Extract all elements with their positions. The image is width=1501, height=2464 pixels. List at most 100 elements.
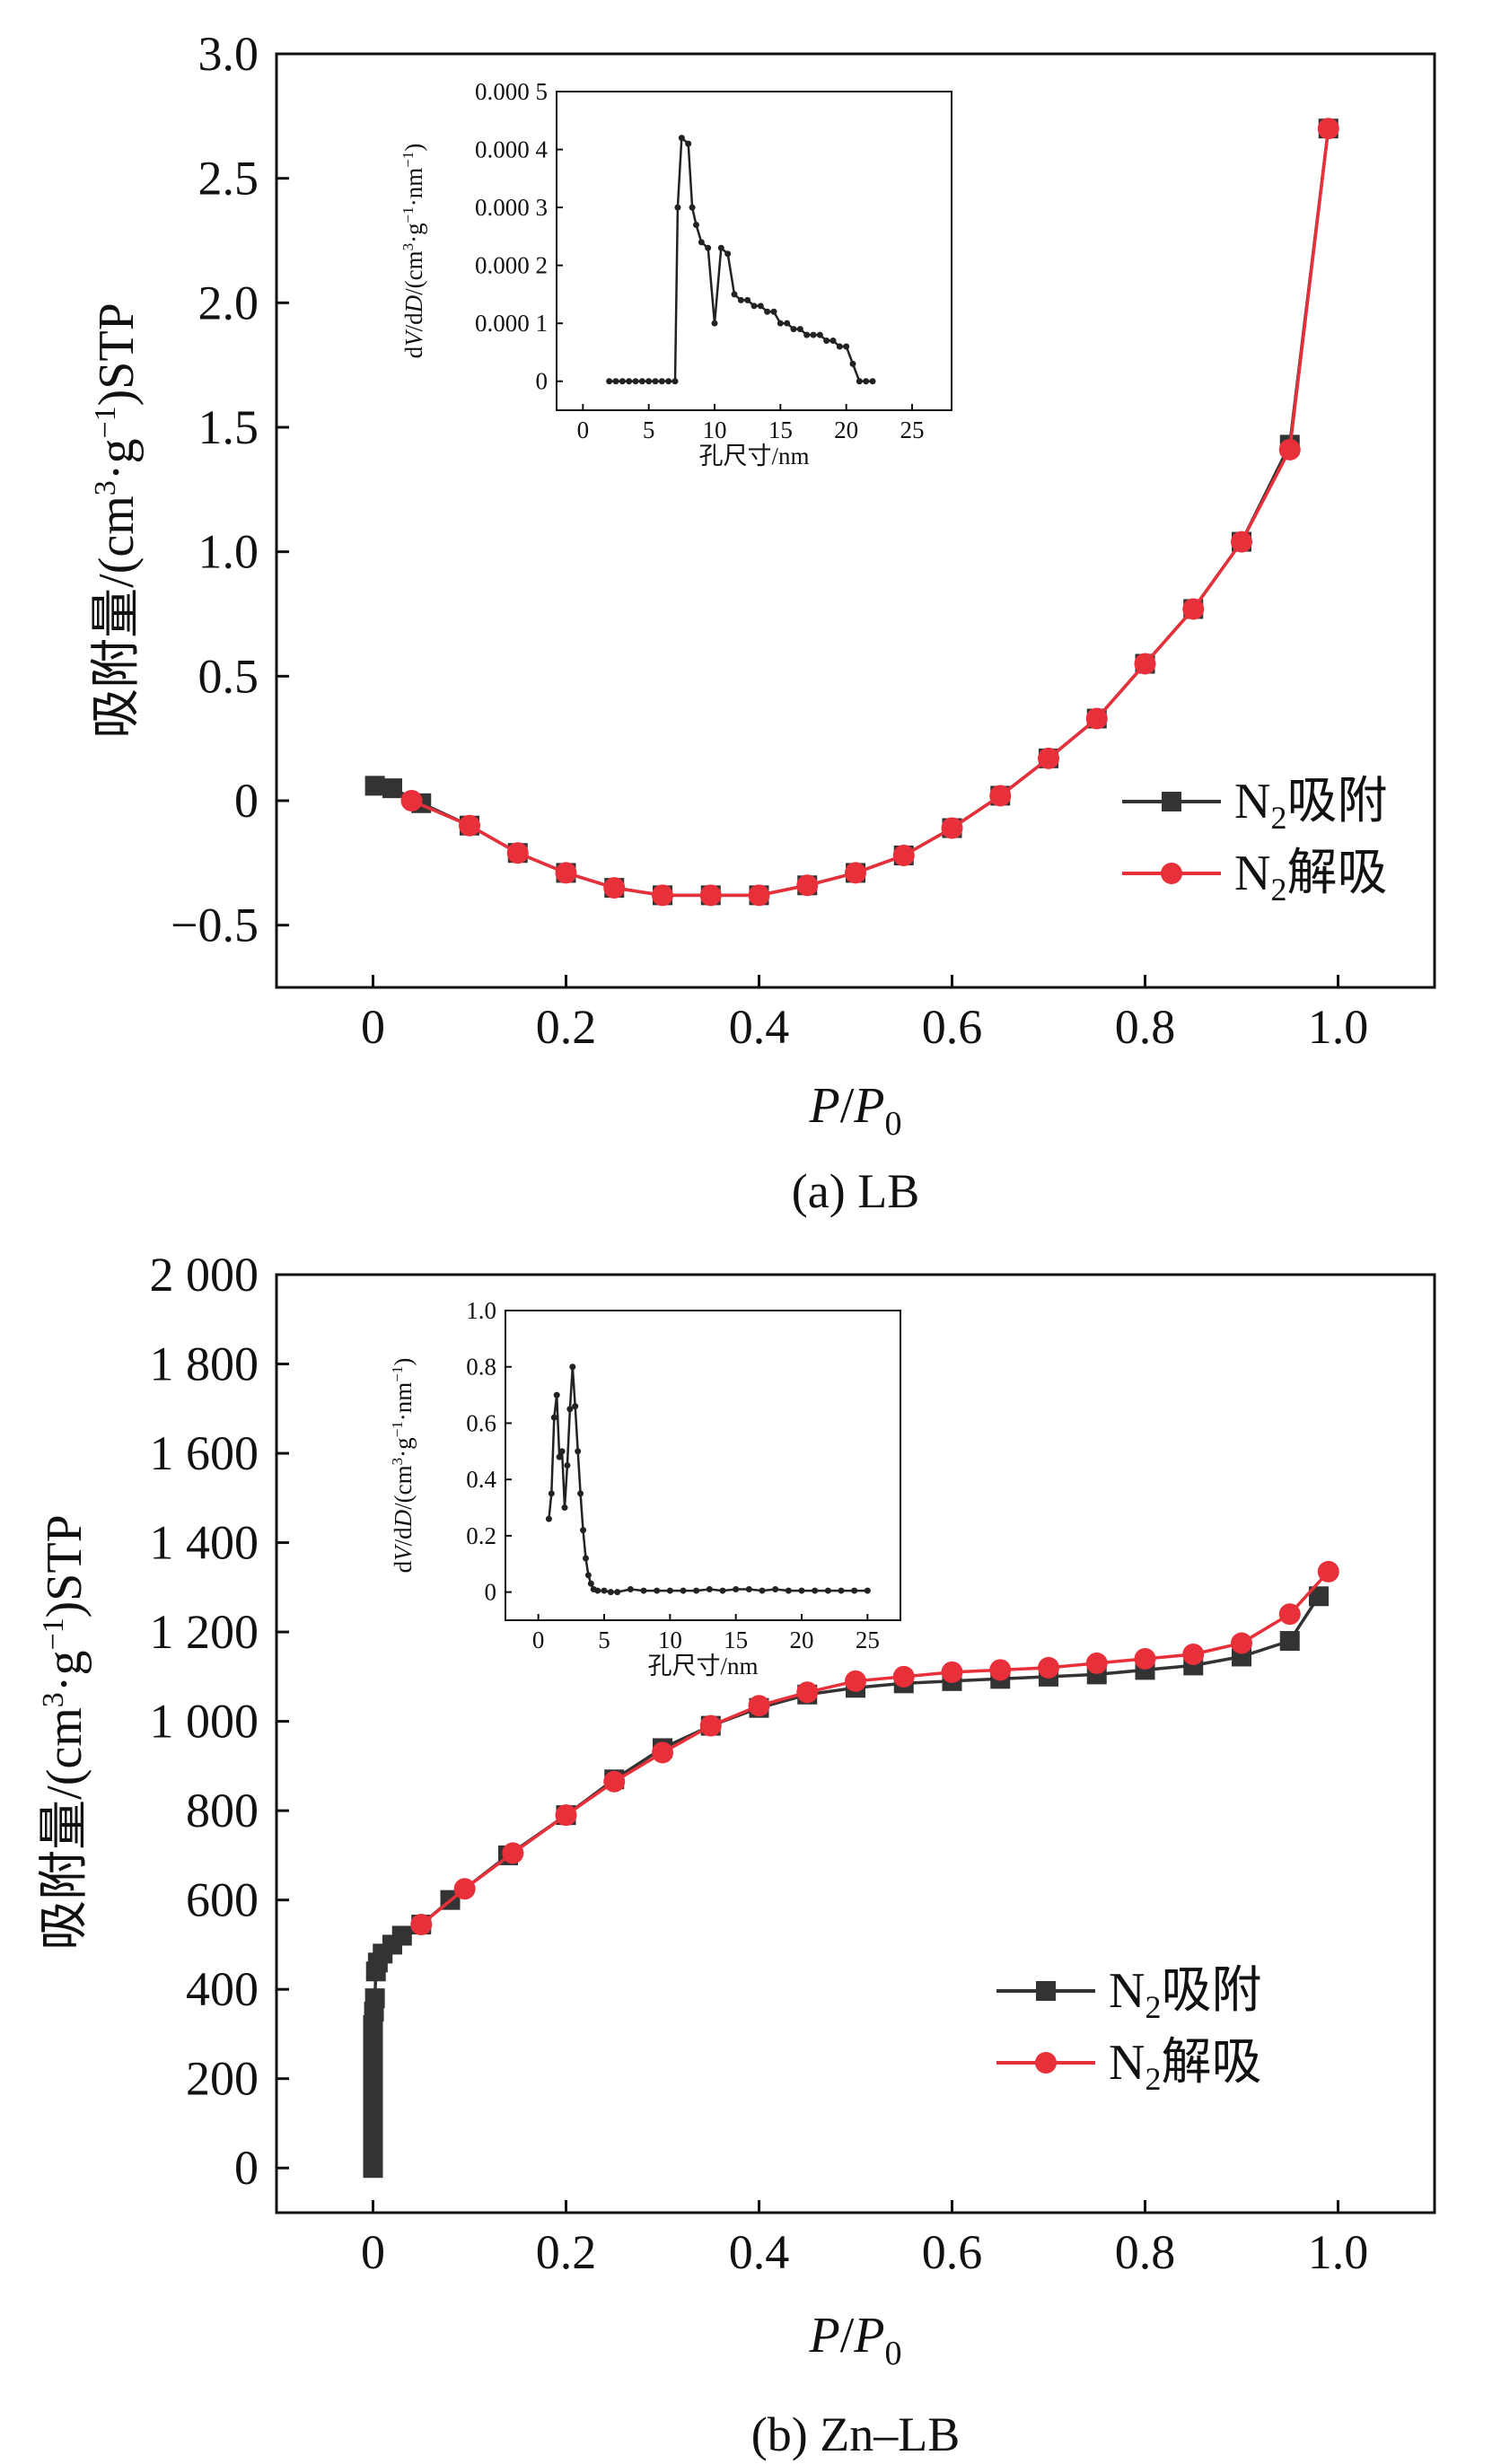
inset-y-tick-label: 0.6 bbox=[466, 1409, 496, 1436]
inset-data-point bbox=[692, 221, 699, 228]
panel-caption: (b) Zn–LB bbox=[751, 2407, 960, 2461]
inset-x-tick-label: 20 bbox=[834, 417, 858, 443]
chart-panel-0: 0 0.2 0.4 0.6 0.8 1.0 −0.5 0 0.5 1.0 1.5 2.0 2.5 3.0 P… bbox=[89, 27, 1436, 1218]
data-point-adsorption bbox=[363, 2068, 383, 2089]
data-point-desorption bbox=[506, 842, 529, 864]
inset-data-point bbox=[606, 378, 613, 385]
inset-x-tick-label: 15 bbox=[768, 417, 793, 443]
data-point-desorption bbox=[1038, 747, 1059, 769]
inset-data-point bbox=[582, 1555, 589, 1562]
data-point-desorption bbox=[989, 785, 1012, 807]
inset-y-axis-label: dV/dD/(cm3·g−1·nm−1) bbox=[399, 144, 427, 359]
inset-data-point bbox=[724, 250, 732, 258]
inset-data-point bbox=[577, 1490, 584, 1497]
inset-x-tick-label: 25 bbox=[900, 417, 925, 443]
data-point-desorption bbox=[989, 1659, 1012, 1681]
x-tick-label: 0.2 bbox=[536, 2225, 597, 2279]
data-point-desorption bbox=[1278, 438, 1301, 460]
legend-marker bbox=[1036, 1981, 1056, 2001]
y-tick-label: 1.0 bbox=[198, 525, 259, 579]
inset-data-point bbox=[607, 1589, 614, 1596]
inset-data-point bbox=[584, 1572, 592, 1579]
data-point-desorption bbox=[1317, 118, 1339, 140]
inset-x-axis-label: 孔尺寸/nm bbox=[698, 443, 809, 469]
y-tick-label: 1 400 bbox=[150, 1516, 259, 1570]
legend-marker bbox=[1035, 2052, 1057, 2074]
y-tick-label: −0.5 bbox=[171, 899, 259, 952]
x-axis-label: P/P0 bbox=[809, 1078, 902, 1143]
inset-data-point bbox=[803, 331, 811, 338]
data-point-desorption bbox=[748, 1695, 770, 1717]
data-point-desorption bbox=[1231, 1632, 1252, 1654]
panel-caption: (a) LB bbox=[792, 1164, 919, 1218]
inset-data-point bbox=[706, 1586, 713, 1592]
inset-data-point bbox=[626, 378, 633, 385]
data-point-adsorption bbox=[363, 2140, 383, 2161]
data-point-desorption bbox=[652, 1741, 673, 1764]
data-point-desorption bbox=[892, 845, 915, 867]
data-point-adsorption bbox=[363, 2032, 383, 2053]
y-tick-label: 600 bbox=[186, 1873, 259, 1927]
y-tick-label: 2.0 bbox=[198, 276, 259, 329]
data-point-desorption bbox=[892, 1665, 915, 1688]
x-tick-label: 0 bbox=[361, 2225, 385, 2279]
inset-data-point bbox=[566, 1406, 574, 1413]
data-point-desorption bbox=[748, 884, 770, 907]
data-point-desorption bbox=[1085, 707, 1108, 730]
legend-label: N2吸附 bbox=[1234, 774, 1387, 836]
data-point-desorption bbox=[1182, 1643, 1205, 1665]
inset-y-tick-label: 1.0 bbox=[466, 1297, 496, 1324]
inset-data-point bbox=[558, 1448, 566, 1455]
data-point-desorption bbox=[555, 862, 577, 884]
inset-data-point bbox=[745, 1586, 752, 1592]
data-point-desorption bbox=[502, 1842, 524, 1864]
inset-data-point bbox=[777, 320, 784, 327]
y-axis-label: 吸附量/(cm3·g−1)STP bbox=[89, 303, 145, 739]
inset-data-point bbox=[632, 378, 639, 385]
inset-data-point bbox=[772, 1586, 779, 1592]
x-tick-label: 0.6 bbox=[922, 2225, 983, 2279]
data-point-desorption bbox=[603, 1770, 626, 1793]
inset-data-point bbox=[698, 239, 705, 246]
y-axis-label: 吸附量/(cm3·g−1)STP bbox=[37, 1514, 92, 1951]
inset-data-point bbox=[731, 291, 738, 298]
inset-data-point bbox=[856, 378, 863, 385]
inset-data-point bbox=[737, 296, 744, 303]
x-tick-label: 1.0 bbox=[1308, 2225, 1369, 2279]
inset-data-point bbox=[572, 1403, 579, 1410]
legend-marker bbox=[1162, 792, 1181, 811]
inset-data-point bbox=[614, 1589, 621, 1596]
series-line-1 bbox=[420, 1570, 1330, 1926]
plot-frame bbox=[275, 1273, 1436, 2214]
inset-data-point bbox=[550, 1414, 557, 1421]
data-point-desorption bbox=[410, 1914, 433, 1936]
inset-data-point bbox=[812, 1587, 819, 1594]
inset-data-point bbox=[711, 320, 718, 327]
data-point-desorption bbox=[453, 1878, 476, 1900]
inset-y-tick-label: 0.000 3 bbox=[475, 194, 548, 221]
inset-x-tick-label: 0 bbox=[532, 1627, 545, 1653]
inset-y-tick-label: 0 bbox=[536, 368, 549, 395]
x-tick-label: 0.2 bbox=[536, 1000, 597, 1054]
data-point-adsorption bbox=[391, 1925, 412, 1946]
inset-data-point bbox=[666, 1587, 673, 1594]
data-point-desorption bbox=[1134, 653, 1156, 675]
x-tick-label: 1.0 bbox=[1308, 1000, 1369, 1054]
data-point-desorption bbox=[941, 817, 963, 839]
inset-x-tick-label: 25 bbox=[856, 1627, 880, 1653]
legend-label: N2解吸 bbox=[1109, 2035, 1261, 2097]
inset-data-point bbox=[612, 378, 619, 385]
inset-y-tick-label: 0 bbox=[485, 1579, 497, 1606]
data-point-adsorption bbox=[363, 2158, 383, 2179]
inset-x-axis-label: 孔尺寸/nm bbox=[647, 1653, 758, 1679]
inset-data-point bbox=[638, 378, 645, 385]
x-tick-label: 0.8 bbox=[1115, 2225, 1176, 2279]
x-axis-label: P/P0 bbox=[809, 2308, 902, 2372]
inset-x-tick-label: 5 bbox=[598, 1627, 610, 1653]
data-point-desorption bbox=[941, 1661, 963, 1683]
inset-x-tick-label: 5 bbox=[643, 417, 655, 443]
inset-y-tick-label: 0.000 4 bbox=[475, 136, 549, 163]
data-point-desorption bbox=[1134, 1647, 1156, 1670]
inset-data-point bbox=[564, 1462, 571, 1469]
